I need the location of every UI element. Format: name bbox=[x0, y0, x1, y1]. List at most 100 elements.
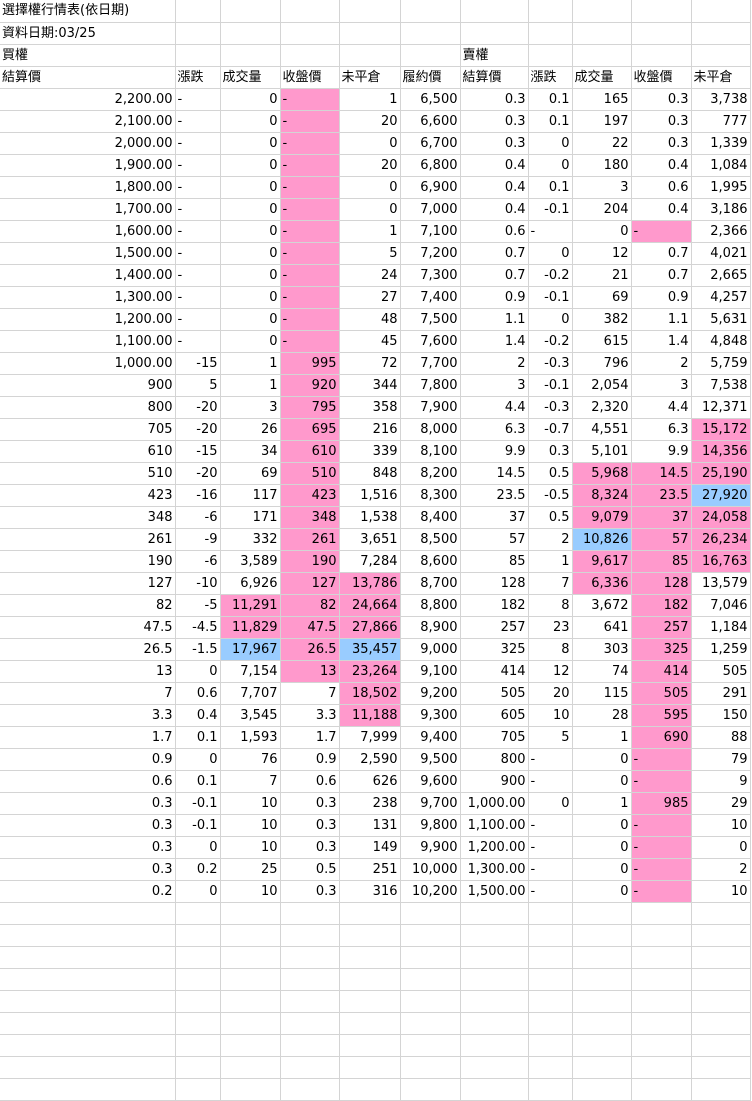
cell-call-settlement[interactable]: 2,200.00 bbox=[0, 88, 176, 111]
cell-put-change[interactable]: 0.5 bbox=[528, 462, 573, 485]
empty-cell[interactable] bbox=[400, 968, 461, 991]
cell-call-close[interactable]: 0.3 bbox=[280, 792, 340, 815]
cell-put-settlement[interactable]: 257 bbox=[460, 616, 529, 639]
cell-put-open-interest[interactable]: 7,046 bbox=[691, 594, 751, 617]
cell-call-settlement[interactable]: 510 bbox=[0, 462, 176, 485]
cell-call-close[interactable]: - bbox=[280, 198, 340, 221]
cell-call-change[interactable]: - bbox=[175, 242, 221, 265]
cell-strike-price[interactable]: 9,800 bbox=[400, 814, 461, 837]
cell-strike-price[interactable]: 7,400 bbox=[400, 286, 461, 309]
empty-cell[interactable] bbox=[572, 1078, 632, 1101]
cell-put-volume[interactable]: 0 bbox=[572, 220, 632, 243]
empty-cell[interactable] bbox=[220, 924, 281, 947]
empty-cell[interactable] bbox=[572, 990, 632, 1013]
header-put-settlement[interactable]: 結算價 bbox=[460, 66, 529, 89]
empty-cell[interactable] bbox=[528, 946, 573, 969]
empty-cell[interactable] bbox=[631, 968, 692, 991]
empty-cell[interactable] bbox=[339, 1078, 401, 1101]
empty-cell[interactable] bbox=[339, 990, 401, 1013]
cell-call-settlement[interactable]: 127 bbox=[0, 572, 176, 595]
cell-call-volume[interactable]: 26 bbox=[220, 418, 281, 441]
cell-put-settlement[interactable]: 0.7 bbox=[460, 242, 529, 265]
cell-put-open-interest[interactable]: 1,184 bbox=[691, 616, 751, 639]
empty-cell[interactable] bbox=[280, 0, 340, 23]
cell-call-change[interactable]: -16 bbox=[175, 484, 221, 507]
cell-put-close[interactable]: 985 bbox=[631, 792, 692, 815]
cell-put-open-interest[interactable]: 16,763 bbox=[691, 550, 751, 573]
cell-put-settlement[interactable]: 705 bbox=[460, 726, 529, 749]
cell-put-close[interactable]: 9.9 bbox=[631, 440, 692, 463]
header-strike-price[interactable]: 履約價 bbox=[400, 66, 461, 89]
cell-strike-price[interactable]: 9,300 bbox=[400, 704, 461, 727]
cell-put-volume[interactable]: 1 bbox=[572, 792, 632, 815]
cell-call-settlement[interactable]: 1,600.00 bbox=[0, 220, 176, 243]
cell-call-settlement[interactable]: 0.9 bbox=[0, 748, 176, 771]
put-section-label[interactable]: 賣權 bbox=[460, 44, 529, 67]
header-call-open-interest[interactable]: 未平倉 bbox=[339, 66, 401, 89]
cell-put-volume[interactable]: 2,320 bbox=[572, 396, 632, 419]
cell-call-volume[interactable]: 1,593 bbox=[220, 726, 281, 749]
cell-put-settlement[interactable]: 505 bbox=[460, 682, 529, 705]
cell-put-volume[interactable]: 4,551 bbox=[572, 418, 632, 441]
cell-call-volume[interactable]: 117 bbox=[220, 484, 281, 507]
cell-call-volume[interactable]: 11,829 bbox=[220, 616, 281, 639]
cell-put-volume[interactable]: 0 bbox=[572, 880, 632, 903]
cell-put-close[interactable]: 0.7 bbox=[631, 242, 692, 265]
cell-call-close[interactable]: 348 bbox=[280, 506, 340, 529]
cell-put-settlement[interactable]: 325 bbox=[460, 638, 529, 661]
cell-strike-price[interactable]: 7,100 bbox=[400, 220, 461, 243]
cell-call-settlement[interactable]: 7 bbox=[0, 682, 176, 705]
cell-put-open-interest[interactable]: 777 bbox=[691, 110, 751, 133]
cell-put-close[interactable]: 37 bbox=[631, 506, 692, 529]
empty-cell[interactable] bbox=[280, 1056, 340, 1079]
cell-call-close[interactable]: 0.3 bbox=[280, 880, 340, 903]
empty-cell[interactable] bbox=[280, 1012, 340, 1035]
cell-call-open-interest[interactable]: 626 bbox=[339, 770, 401, 793]
empty-cell[interactable] bbox=[631, 0, 692, 23]
cell-strike-price[interactable]: 8,500 bbox=[400, 528, 461, 551]
cell-call-open-interest[interactable]: 848 bbox=[339, 462, 401, 485]
cell-put-change[interactable]: 1 bbox=[528, 550, 573, 573]
cell-call-change[interactable]: -15 bbox=[175, 352, 221, 375]
cell-call-settlement[interactable]: 261 bbox=[0, 528, 176, 551]
empty-cell[interactable] bbox=[691, 968, 751, 991]
cell-strike-price[interactable]: 8,300 bbox=[400, 484, 461, 507]
empty-cell[interactable] bbox=[0, 1056, 176, 1079]
cell-call-change[interactable]: - bbox=[175, 88, 221, 111]
cell-put-close[interactable]: 505 bbox=[631, 682, 692, 705]
cell-put-settlement[interactable]: 605 bbox=[460, 704, 529, 727]
cell-put-settlement[interactable]: 0.4 bbox=[460, 154, 529, 177]
cell-call-settlement[interactable]: 13 bbox=[0, 660, 176, 683]
empty-cell[interactable] bbox=[220, 946, 281, 969]
cell-strike-price[interactable]: 7,300 bbox=[400, 264, 461, 287]
cell-put-settlement[interactable]: 3 bbox=[460, 374, 529, 397]
cell-call-close[interactable]: - bbox=[280, 132, 340, 155]
cell-call-volume[interactable]: 0 bbox=[220, 176, 281, 199]
cell-call-change[interactable]: -15 bbox=[175, 440, 221, 463]
cell-call-open-interest[interactable]: 35,457 bbox=[339, 638, 401, 661]
cell-call-change[interactable]: - bbox=[175, 264, 221, 287]
cell-call-volume[interactable]: 0 bbox=[220, 88, 281, 111]
cell-put-close[interactable]: 690 bbox=[631, 726, 692, 749]
empty-cell[interactable] bbox=[339, 946, 401, 969]
cell-put-change[interactable]: - bbox=[528, 770, 573, 793]
cell-call-change[interactable]: 0.4 bbox=[175, 704, 221, 727]
cell-put-open-interest[interactable]: 10 bbox=[691, 880, 751, 903]
empty-cell[interactable] bbox=[220, 990, 281, 1013]
cell-put-close[interactable]: 14.5 bbox=[631, 462, 692, 485]
cell-strike-price[interactable]: 7,500 bbox=[400, 308, 461, 331]
cell-put-volume[interactable]: 21 bbox=[572, 264, 632, 287]
call-section-label[interactable]: 買權 bbox=[0, 44, 176, 67]
empty-cell[interactable] bbox=[220, 22, 281, 45]
cell-call-close[interactable]: 0.6 bbox=[280, 770, 340, 793]
cell-call-volume[interactable]: 11,291 bbox=[220, 594, 281, 617]
cell-put-close[interactable]: - bbox=[631, 836, 692, 859]
empty-cell[interactable] bbox=[691, 1056, 751, 1079]
cell-put-open-interest[interactable]: 0 bbox=[691, 836, 751, 859]
cell-put-close[interactable]: - bbox=[631, 748, 692, 771]
cell-put-change[interactable]: - bbox=[528, 814, 573, 837]
cell-call-volume[interactable]: 0 bbox=[220, 286, 281, 309]
empty-cell[interactable] bbox=[528, 1056, 573, 1079]
empty-cell[interactable] bbox=[528, 1034, 573, 1057]
cell-call-open-interest[interactable]: 0 bbox=[339, 132, 401, 155]
